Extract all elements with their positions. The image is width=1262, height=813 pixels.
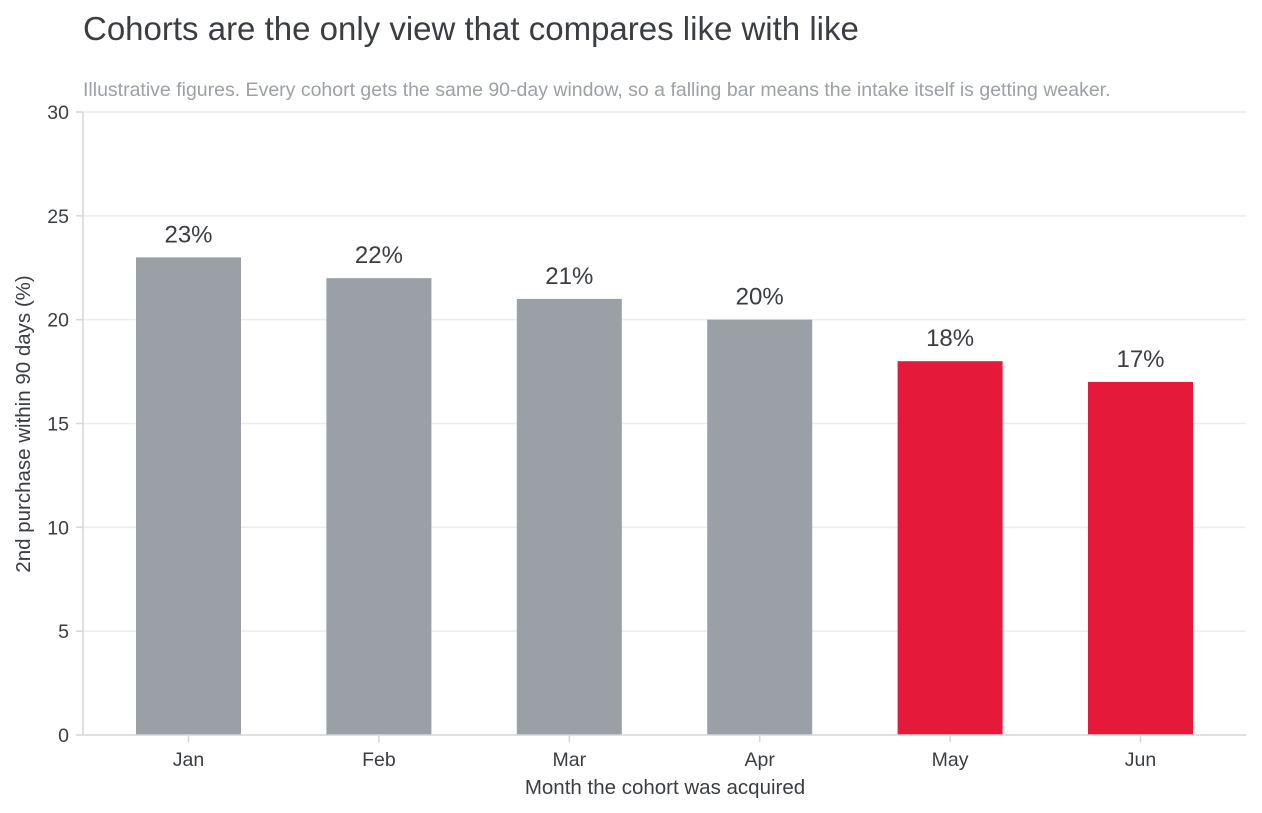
data-label-jan: 23%	[164, 221, 212, 248]
axes: 0 5 10 15 20 25 30 Jan Feb Mar Apr May Jun	[47, 102, 1246, 771]
data-label-mar: 21%	[545, 263, 593, 290]
bar-apr	[707, 319, 813, 735]
y-tick-label: 30	[47, 102, 69, 124]
y-tick-label: 15	[47, 414, 69, 436]
x-tick-label-jan: Jan	[173, 749, 204, 771]
data-labels: 23% 22% 21% 20% 18% 17%	[164, 221, 1164, 373]
x-tick-label-jun: Jun	[1125, 749, 1156, 771]
data-label-apr: 20%	[736, 284, 784, 311]
y-tick-label: 25	[47, 206, 69, 228]
x-tick-label-feb: Feb	[362, 749, 396, 771]
chart-title: Cohorts are the only view that compares …	[83, 10, 859, 47]
data-label-feb: 22%	[355, 242, 403, 269]
bar-mar	[516, 298, 622, 735]
gridlines	[83, 111, 1246, 632]
x-axis-title: Month the cohort was acquired	[525, 776, 805, 799]
chart-subtitle: Illustrative figures. Every cohort gets …	[83, 79, 1111, 101]
y-tick-label: 0	[58, 725, 69, 747]
bars	[136, 257, 1193, 735]
bar-feb	[326, 278, 432, 735]
y-tick-label: 10	[47, 517, 69, 539]
data-label-may: 18%	[926, 325, 974, 352]
y-axis-title: 2nd purchase within 90 days (%)	[12, 275, 35, 572]
y-tick-label: 20	[47, 310, 69, 332]
bar-jan	[136, 257, 241, 735]
x-tick-label-mar: Mar	[553, 749, 587, 771]
y-tick-label: 5	[58, 621, 69, 643]
bar-may	[897, 361, 1003, 735]
x-tick-label-apr: Apr	[745, 749, 776, 771]
bar-jun	[1088, 381, 1193, 735]
x-tick-label-may: May	[932, 749, 969, 771]
data-label-jun: 17%	[1116, 346, 1164, 373]
